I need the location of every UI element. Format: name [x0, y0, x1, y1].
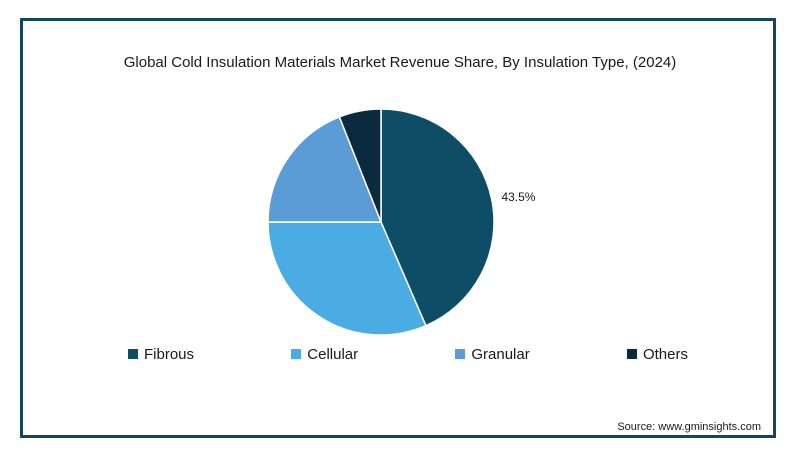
data-label-fibrous: 43.5%	[501, 190, 535, 204]
legend-swatch	[455, 349, 466, 359]
legend-swatch	[626, 349, 637, 359]
legend-label: Cellular	[307, 345, 359, 363]
source-note: Source: www.gminsights.com	[617, 421, 761, 433]
legend-item-granular: Granular	[455, 343, 530, 365]
chart-frame: Global Cold Insulation Materials Market …	[20, 18, 776, 438]
legend-swatch	[291, 349, 302, 359]
pie-slice-others	[338, 108, 382, 223]
legend-label: Fibrous	[144, 345, 195, 363]
legend-label: Granular	[471, 345, 530, 363]
chart-title: Global Cold Insulation Materials Market …	[123, 54, 677, 71]
pie-slice-cellular	[267, 221, 427, 336]
legend-label: Others	[642, 345, 688, 363]
legend-item-fibrous: Fibrous	[128, 343, 194, 365]
legend-item-cellular: Cellular	[291, 343, 358, 365]
pie-chart: 43.5%	[267, 108, 536, 336]
legend-swatch	[128, 349, 138, 359]
legend-item-others: Others	[626, 343, 688, 365]
pie-slice-granular	[267, 115, 383, 223]
pie-slice-fibrous	[380, 108, 495, 327]
chart-legend: Fibrous Cellular Granular Others	[128, 343, 688, 365]
